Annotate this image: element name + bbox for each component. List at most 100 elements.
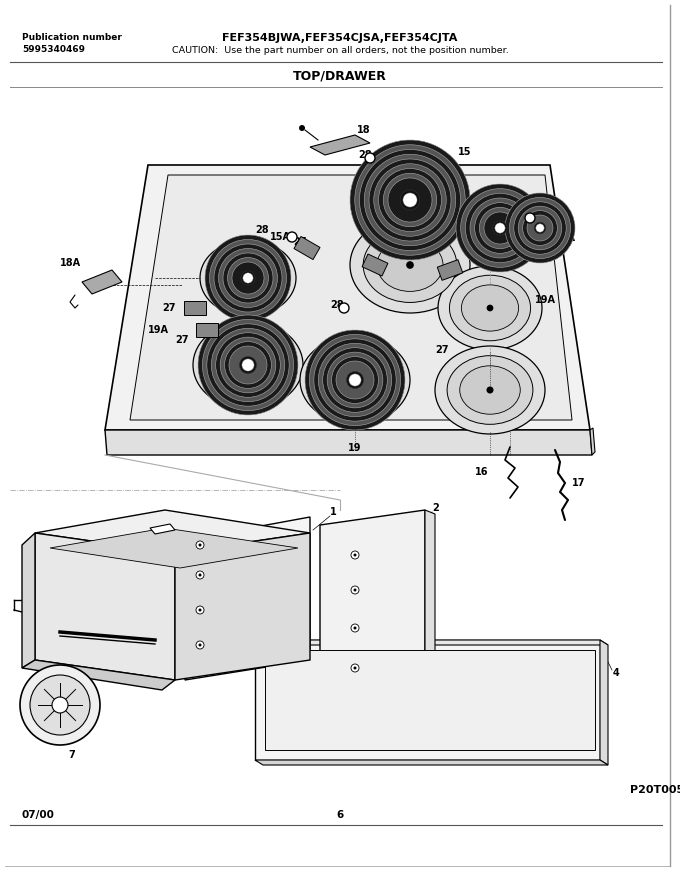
Circle shape	[327, 352, 383, 408]
Circle shape	[388, 178, 432, 222]
Circle shape	[365, 153, 375, 163]
Circle shape	[354, 626, 356, 630]
Text: 17: 17	[572, 478, 585, 488]
Circle shape	[323, 348, 388, 412]
Circle shape	[241, 271, 255, 285]
Circle shape	[232, 262, 264, 294]
Circle shape	[495, 223, 505, 233]
Circle shape	[214, 244, 282, 312]
Circle shape	[505, 193, 575, 263]
Text: 5995340469: 5995340469	[22, 45, 85, 55]
Ellipse shape	[205, 331, 291, 399]
Polygon shape	[50, 528, 298, 568]
Circle shape	[224, 341, 271, 388]
Polygon shape	[184, 301, 206, 315]
Circle shape	[199, 573, 201, 577]
Text: 19: 19	[348, 443, 362, 453]
Circle shape	[196, 571, 204, 579]
Ellipse shape	[363, 227, 457, 302]
Circle shape	[287, 232, 297, 242]
Circle shape	[314, 339, 396, 422]
Circle shape	[527, 215, 553, 241]
Polygon shape	[437, 260, 462, 280]
Circle shape	[242, 359, 254, 371]
Text: P20T0054: P20T0054	[630, 785, 680, 795]
Circle shape	[199, 609, 201, 611]
Circle shape	[351, 551, 359, 559]
Circle shape	[305, 330, 405, 430]
Circle shape	[351, 586, 359, 594]
Circle shape	[332, 356, 379, 403]
Circle shape	[199, 544, 201, 546]
Circle shape	[400, 190, 420, 210]
Circle shape	[245, 361, 252, 368]
Circle shape	[351, 664, 359, 672]
Ellipse shape	[350, 217, 470, 313]
Polygon shape	[35, 510, 310, 553]
Circle shape	[479, 207, 521, 248]
Ellipse shape	[447, 355, 533, 424]
Text: 28: 28	[330, 300, 343, 310]
Circle shape	[196, 606, 204, 614]
Circle shape	[207, 324, 289, 406]
Circle shape	[239, 356, 256, 374]
Circle shape	[403, 193, 417, 207]
Polygon shape	[425, 510, 435, 684]
Circle shape	[196, 541, 204, 549]
Circle shape	[346, 371, 364, 388]
Circle shape	[350, 140, 470, 260]
Circle shape	[209, 240, 286, 316]
Circle shape	[198, 315, 298, 415]
Circle shape	[349, 374, 361, 386]
Text: 27: 27	[162, 303, 175, 313]
Circle shape	[199, 644, 201, 646]
Circle shape	[245, 275, 251, 281]
Circle shape	[198, 315, 298, 415]
Text: 19A: 19A	[535, 295, 556, 305]
Polygon shape	[196, 323, 218, 337]
Polygon shape	[255, 640, 600, 760]
Circle shape	[384, 173, 437, 226]
Text: 1: 1	[330, 507, 337, 517]
Text: 27: 27	[293, 237, 307, 247]
Circle shape	[518, 206, 562, 250]
Ellipse shape	[218, 341, 278, 389]
Circle shape	[484, 212, 516, 244]
Circle shape	[525, 213, 535, 223]
Text: 15: 15	[458, 147, 471, 157]
Circle shape	[218, 248, 277, 307]
Polygon shape	[185, 517, 310, 680]
Circle shape	[203, 320, 294, 410]
Text: CAUTION:  Use the part number on all orders, not the position number.: CAUTION: Use the part number on all orde…	[171, 46, 509, 56]
Text: 6: 6	[337, 810, 343, 820]
Text: 15A: 15A	[555, 233, 576, 243]
Polygon shape	[22, 660, 175, 690]
Circle shape	[465, 193, 534, 263]
Circle shape	[223, 253, 273, 303]
Ellipse shape	[460, 366, 520, 415]
Circle shape	[369, 159, 451, 241]
Circle shape	[460, 189, 539, 267]
Text: 16: 16	[475, 467, 488, 477]
Circle shape	[354, 553, 356, 557]
Circle shape	[470, 198, 530, 258]
Polygon shape	[105, 430, 592, 455]
Ellipse shape	[193, 321, 303, 409]
Circle shape	[374, 164, 446, 236]
Circle shape	[205, 235, 291, 321]
Circle shape	[486, 387, 494, 394]
Circle shape	[493, 221, 507, 235]
Circle shape	[360, 150, 460, 251]
Circle shape	[523, 211, 558, 246]
Circle shape	[309, 334, 401, 426]
Ellipse shape	[462, 285, 519, 331]
Polygon shape	[82, 270, 122, 294]
Text: 18: 18	[357, 125, 371, 135]
Circle shape	[351, 624, 359, 632]
Circle shape	[406, 261, 414, 269]
Circle shape	[228, 258, 269, 299]
Polygon shape	[294, 236, 320, 260]
Text: 19A: 19A	[148, 325, 169, 335]
Circle shape	[216, 333, 280, 397]
Polygon shape	[175, 533, 310, 680]
